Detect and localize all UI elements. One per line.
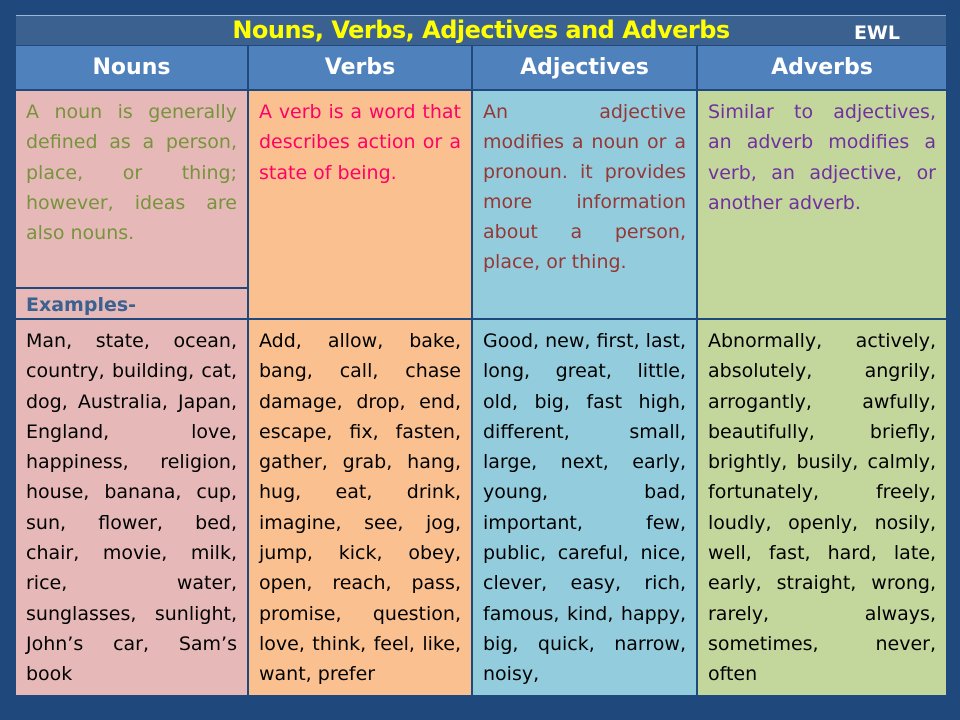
adjectives-examples: Good, new, first, last, long, great, lit…: [473, 320, 696, 695]
adverbs-examples: Abnormally, actively, absolutely, angril…: [698, 320, 946, 695]
nouns-definition: A noun is generally defined as a person,…: [16, 91, 247, 287]
header-adverbs: Adverbs: [698, 46, 946, 89]
verbs-examples: Add, allow, bake, bang, call, chase dama…: [249, 320, 471, 695]
title-bar: Nouns, Verbs, Adjectives and Adverbs EWL: [16, 15, 946, 45]
page-title: Nouns, Verbs, Adjectives and Adverbs: [232, 16, 730, 44]
examples-label: Examples-: [26, 294, 137, 316]
verbs-definition: A verb is a word that describes action o…: [249, 91, 471, 318]
examples-label-cell: Examples-: [16, 289, 247, 318]
ewl-watermark: EWL: [853, 22, 900, 44]
header-verbs: Verbs: [249, 46, 471, 89]
header-nouns: Nouns: [16, 46, 247, 89]
nouns-examples: Man, state, ocean, country, building, ca…: [16, 320, 247, 695]
adverbs-definition: Similar to adjectives, an adverb modifie…: [698, 91, 946, 318]
word-class-table: Nouns, Verbs, Adjectives and Adverbs EWL…: [16, 15, 946, 695]
header-adjectives: Adjectives: [473, 46, 696, 89]
adjectives-definition: An adjective modifies a noun or a pronou…: [473, 91, 696, 318]
